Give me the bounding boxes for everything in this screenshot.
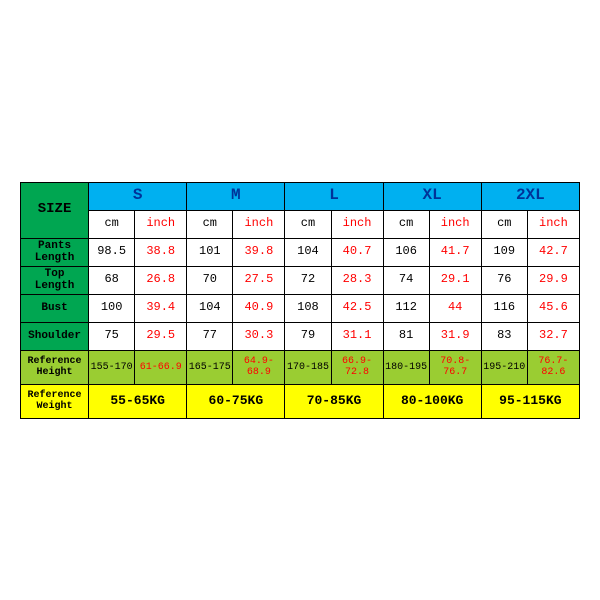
cell-cm: 106 — [383, 238, 429, 266]
cell-inch: 27.5 — [233, 266, 285, 294]
cell-cm: 83 — [481, 322, 527, 350]
cell-inch: 26.8 — [135, 266, 187, 294]
unit-cm: cm — [187, 210, 233, 238]
size-S: S — [89, 182, 187, 210]
cell-inch: 29.5 — [135, 322, 187, 350]
cell-inch: 41.7 — [429, 238, 481, 266]
cell-cm: 98.5 — [89, 238, 135, 266]
cell-inch: 30.3 — [233, 322, 285, 350]
cell-inch: 39.4 — [135, 294, 187, 322]
rowlabel-shoulder: Shoulder — [21, 322, 89, 350]
rowlabel-pants-length: Pants Length — [21, 238, 89, 266]
header-row-sizes: SIZE S M L XL 2XL — [21, 182, 580, 210]
size-XL: XL — [383, 182, 481, 210]
cell-inch: 45.6 — [527, 294, 579, 322]
row-top-length: Top Length 68 26.8 70 27.5 72 28.3 74 29… — [21, 266, 580, 294]
cell-cm: 76 — [481, 266, 527, 294]
ref-height-cm: 180-195 — [383, 350, 429, 384]
cell-cm: 116 — [481, 294, 527, 322]
cell-inch: 38.8 — [135, 238, 187, 266]
cell-inch: 29.9 — [527, 266, 579, 294]
size-M: M — [187, 182, 285, 210]
cell-cm: 72 — [285, 266, 331, 294]
cell-inch: 32.7 — [527, 322, 579, 350]
row-pants-length: Pants Length 98.5 38.8 101 39.8 104 40.7… — [21, 238, 580, 266]
cell-cm: 81 — [383, 322, 429, 350]
cell-cm: 74 — [383, 266, 429, 294]
ref-height-cm: 195-210 — [481, 350, 527, 384]
row-reference-weight: Reference Weight 55-65KG 60-75KG 70-85KG… — [21, 384, 580, 418]
size-header: SIZE — [21, 182, 89, 238]
cell-inch: 29.1 — [429, 266, 481, 294]
unit-inch: inch — [331, 210, 383, 238]
unit-cm: cm — [383, 210, 429, 238]
cell-inch: 31.9 — [429, 322, 481, 350]
cell-cm: 104 — [285, 238, 331, 266]
cell-cm: 108 — [285, 294, 331, 322]
cell-inch: 40.7 — [331, 238, 383, 266]
ref-weight: 80-100KG — [383, 384, 481, 418]
cell-inch: 28.3 — [331, 266, 383, 294]
ref-height-in: 70.8-76.7 — [429, 350, 481, 384]
ref-weight: 60-75KG — [187, 384, 285, 418]
cell-cm: 77 — [187, 322, 233, 350]
ref-height-in: 66.9-72.8 — [331, 350, 383, 384]
cell-inch: 39.8 — [233, 238, 285, 266]
unit-cm: cm — [89, 210, 135, 238]
row-bust: Bust 100 39.4 104 40.9 108 42.5 112 44 1… — [21, 294, 580, 322]
cell-cm: 68 — [89, 266, 135, 294]
size-L: L — [285, 182, 383, 210]
cell-inch: 42.7 — [527, 238, 579, 266]
header-row-units: cm inch cm inch cm inch cm inch cm inch — [21, 210, 580, 238]
size-chart-table: SIZE S M L XL 2XL cm inch cm inch cm inc… — [20, 182, 580, 419]
rowlabel-top-length: Top Length — [21, 266, 89, 294]
unit-inch: inch — [429, 210, 481, 238]
unit-inch: inch — [527, 210, 579, 238]
ref-height-cm: 170-185 — [285, 350, 331, 384]
cell-cm: 79 — [285, 322, 331, 350]
cell-cm: 100 — [89, 294, 135, 322]
cell-cm: 104 — [187, 294, 233, 322]
ref-weight: 70-85KG — [285, 384, 383, 418]
ref-height-cm: 155-170 — [89, 350, 135, 384]
cell-cm: 70 — [187, 266, 233, 294]
unit-cm: cm — [285, 210, 331, 238]
ref-height-in: 64.9-68.9 — [233, 350, 285, 384]
cell-cm: 112 — [383, 294, 429, 322]
cell-inch: 44 — [429, 294, 481, 322]
unit-inch: inch — [135, 210, 187, 238]
ref-weight: 95-115KG — [481, 384, 579, 418]
rowlabel-ref-height: Reference Height — [21, 350, 89, 384]
cell-cm: 75 — [89, 322, 135, 350]
row-reference-height: Reference Height 155-170 61-66.9 165-175… — [21, 350, 580, 384]
ref-height-in: 76.7-82.6 — [527, 350, 579, 384]
rowlabel-ref-weight: Reference Weight — [21, 384, 89, 418]
size-2XL: 2XL — [481, 182, 579, 210]
unit-inch: inch — [233, 210, 285, 238]
cell-inch: 40.9 — [233, 294, 285, 322]
cell-cm: 101 — [187, 238, 233, 266]
cell-inch: 42.5 — [331, 294, 383, 322]
ref-weight: 55-65KG — [89, 384, 187, 418]
unit-cm: cm — [481, 210, 527, 238]
cell-cm: 109 — [481, 238, 527, 266]
ref-height-in: 61-66.9 — [135, 350, 187, 384]
ref-height-cm: 165-175 — [187, 350, 233, 384]
row-shoulder: Shoulder 75 29.5 77 30.3 79 31.1 81 31.9… — [21, 322, 580, 350]
cell-inch: 31.1 — [331, 322, 383, 350]
rowlabel-bust: Bust — [21, 294, 89, 322]
